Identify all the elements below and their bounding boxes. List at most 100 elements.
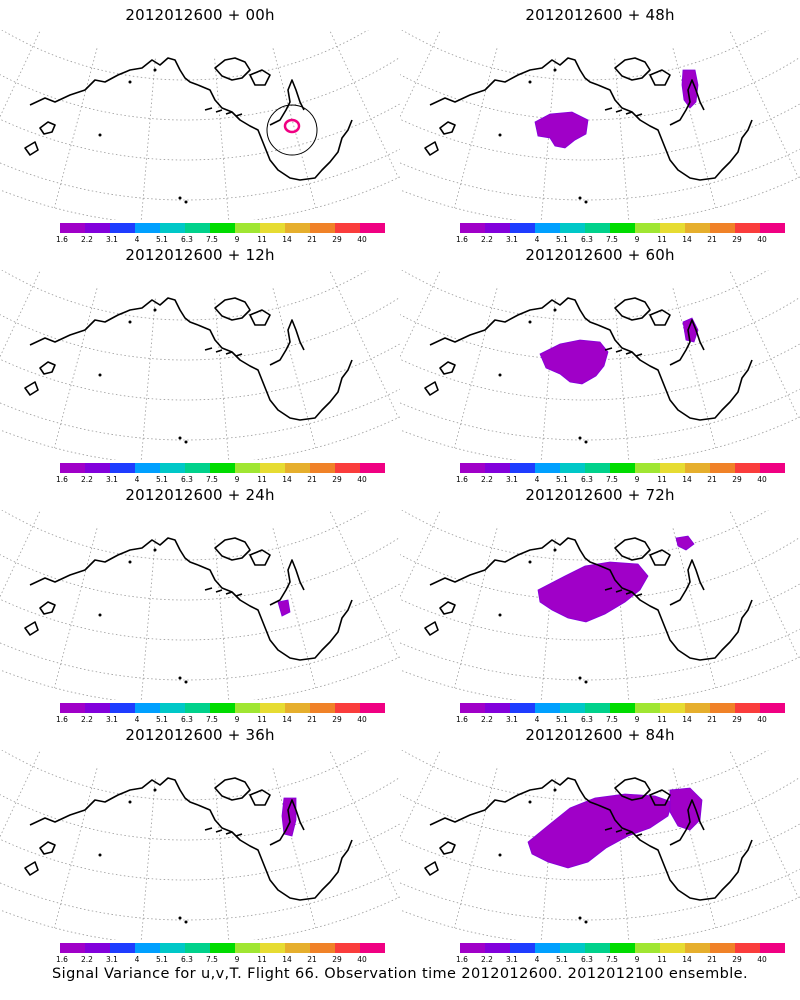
map — [0, 750, 400, 940]
colorbar-swatch — [235, 223, 260, 233]
colorbar-label: 14 — [682, 475, 692, 484]
colorbar-label: 3.1 — [506, 475, 518, 484]
longitude-line — [53, 768, 98, 928]
graticule — [0, 750, 400, 940]
longitude-line — [214, 778, 230, 940]
colorbar-swatch — [135, 703, 160, 713]
colorbar-label: 5.1 — [556, 475, 568, 484]
latitude-line — [0, 343, 400, 401]
colorbar-swatch — [360, 943, 385, 953]
colorbar-swatch — [635, 943, 660, 953]
coastline — [424, 57, 753, 204]
colorbar-label: 4 — [534, 235, 540, 244]
colorbar-swatch — [610, 223, 635, 233]
panel-title: 2012012600 + 12h — [125, 246, 275, 264]
colorbar-swatch — [535, 223, 560, 233]
colorbar-label: 29 — [732, 475, 742, 484]
colorbar-label: 1.6 — [456, 475, 468, 484]
colorbar-label: 1.6 — [456, 715, 468, 724]
island — [528, 320, 532, 324]
panel-title: 2012012600 + 00h — [125, 6, 275, 24]
map — [0, 30, 400, 220]
longitude-line — [729, 30, 799, 178]
island — [528, 800, 532, 804]
colorbar-label: 1.6 — [56, 955, 68, 964]
island — [578, 196, 582, 200]
colorbar-swatch — [110, 943, 135, 953]
latitude-line — [400, 148, 800, 201]
colorbar-swatch — [110, 223, 135, 233]
colorbar-label: 6.3 — [181, 715, 193, 724]
variance-region — [681, 69, 699, 109]
colorbar-swatch — [160, 703, 185, 713]
latitude-line — [0, 823, 400, 881]
colorbar: 1.6 2.2 3.1 4 5.1 6.3 7.5 9 11 14 21 29 40 — [56, 703, 385, 729]
island — [584, 920, 588, 924]
colorbar-swatch — [735, 703, 760, 713]
map-boundary — [0, 416, 400, 460]
latitude-line — [1, 270, 369, 321]
colorbar: 1.6 2.2 3.1 4 5.1 6.3 7.5 9 11 14 21 29 40 — [456, 703, 785, 729]
colorbar-label: 40 — [357, 235, 367, 244]
colorbar-label: 6.3 — [581, 715, 593, 724]
colorbar-swatch — [210, 703, 235, 713]
colorbar: 1.6 2.2 3.1 4 5.1 6.3 7.5 9 11 14 21 29 40 — [56, 943, 385, 969]
colorbar-swatch — [360, 223, 385, 233]
longitude-line — [400, 750, 441, 838]
island — [128, 80, 132, 84]
colorbar-label: 2.2 — [481, 235, 493, 244]
colorbar-label: 1.6 — [456, 235, 468, 244]
map-boundary — [400, 176, 800, 220]
colorbar-swatch — [460, 703, 485, 713]
colorbar-swatch — [135, 223, 160, 233]
colorbar-label: 9 — [234, 475, 240, 484]
longitude-line — [329, 750, 399, 898]
colorbar-label: 11 — [657, 955, 667, 964]
colorbar-swatch — [185, 463, 210, 473]
island — [578, 916, 582, 920]
longitude-line — [729, 750, 799, 898]
island — [584, 440, 588, 444]
colorbar-swatch — [260, 703, 285, 713]
variance-region — [675, 535, 695, 551]
colorbar-swatch — [510, 943, 535, 953]
colorbar-swatch — [310, 703, 335, 713]
colorbar-swatch — [760, 463, 785, 473]
longitude-line — [140, 778, 156, 940]
longitude-line — [672, 768, 717, 928]
colorbar-swatch — [285, 463, 310, 473]
colorbar-swatch — [285, 703, 310, 713]
island — [528, 80, 532, 84]
colorbar: 1.6 2.2 3.1 4 5.1 6.3 7.5 9 11 14 21 29 40 — [456, 223, 785, 249]
colorbar: 1.6 2.2 3.1 4 5.1 6.3 7.5 9 11 14 21 29 40 — [456, 943, 785, 969]
colorbar-swatch — [335, 943, 360, 953]
colorbar-label: 21 — [707, 955, 717, 964]
colorbar-swatches — [460, 463, 785, 473]
colorbar-label: 14 — [282, 715, 292, 724]
colorbar-swatch — [635, 463, 660, 473]
longitude-line — [0, 30, 41, 118]
panel-title: 2012012600 + 84h — [525, 726, 675, 744]
figure-caption: Signal Variance for u,v,T. Flight 66. Ob… — [52, 966, 748, 982]
island — [153, 68, 157, 72]
colorbar-swatch — [335, 223, 360, 233]
longitude-line — [0, 270, 41, 358]
colorbar-label: 21 — [707, 715, 717, 724]
colorbar-swatch — [610, 703, 635, 713]
colorbar-swatch — [585, 703, 610, 713]
colorbar-label: 6.3 — [181, 235, 193, 244]
colorbar-label: 11 — [257, 955, 267, 964]
latitude-line — [0, 148, 400, 201]
latitude-line — [400, 823, 800, 881]
colorbar-swatch — [60, 943, 85, 953]
colorbar-swatch — [735, 463, 760, 473]
colorbar-label: 21 — [707, 235, 717, 244]
colorbar-label: 9 — [234, 715, 240, 724]
island — [128, 560, 132, 564]
coastline — [24, 537, 353, 684]
longitude-line — [53, 288, 98, 448]
colorbar-label: 14 — [282, 475, 292, 484]
longitude-line — [672, 528, 717, 688]
longitude-line — [0, 750, 41, 838]
longitude-line — [329, 510, 399, 658]
